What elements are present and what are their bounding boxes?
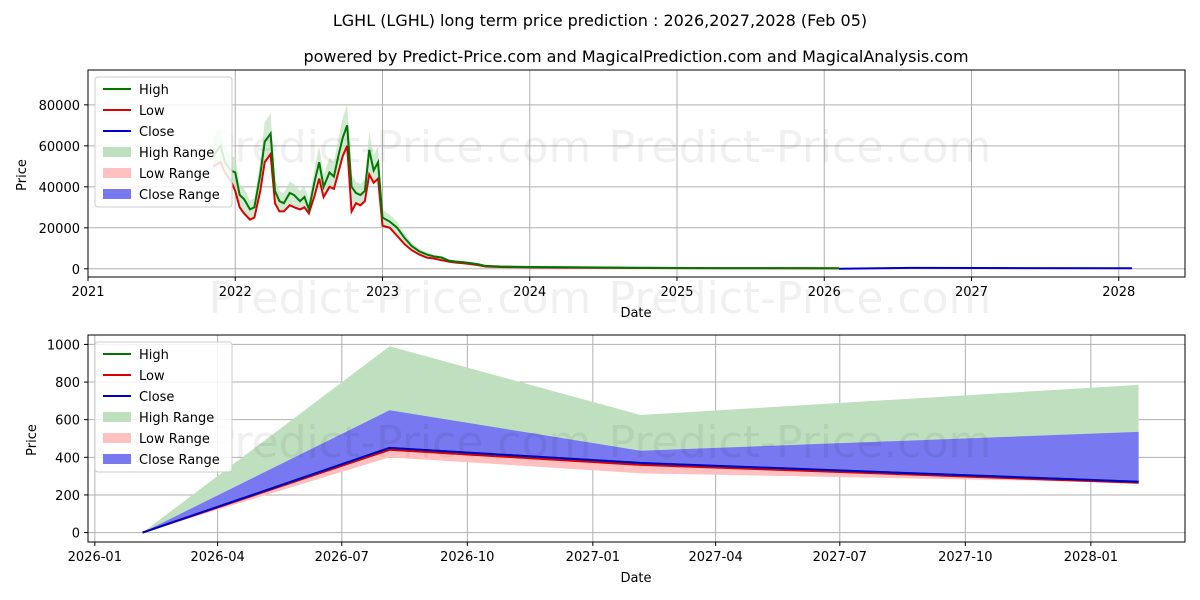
watermark: Predict-Price.com bbox=[609, 122, 992, 173]
watermark: Predict-Price.com bbox=[209, 122, 592, 173]
forecast-close-line bbox=[142, 446, 1139, 534]
legend-low-range-label: Low Range bbox=[139, 432, 210, 447]
history-ylabel: Price bbox=[15, 159, 30, 191]
history-x-tick-label: 2026 bbox=[808, 285, 841, 300]
forecast-close-range-area bbox=[142, 410, 1139, 533]
legend-high-range-swatch bbox=[103, 147, 131, 157]
forecast-panel: 2026-01 2026-04 2026-07 2026-10 2027-01 2027-… bbox=[25, 334, 1186, 586]
legend-close-label: Close bbox=[139, 125, 174, 140]
history-y-tick-label: 60000 bbox=[39, 140, 80, 155]
forecast-x-tick-label: 2026-10 bbox=[440, 550, 494, 565]
history-xlabel: Date bbox=[620, 306, 651, 321]
forecast-x-tick-label: 2027-07 bbox=[813, 550, 867, 565]
forecast-x-tick-label: 2028-01 bbox=[1064, 550, 1118, 565]
history-close-line bbox=[838, 266, 1132, 270]
legend-high-label: High bbox=[139, 83, 169, 98]
legend-low-range-swatch bbox=[103, 168, 131, 178]
forecast-y-tick-label: 1000 bbox=[47, 338, 80, 353]
forecast-x-tick-label: 2027-10 bbox=[938, 550, 992, 565]
history-y-tick-label: 0 bbox=[72, 263, 80, 278]
history-x-tick-label: 2028 bbox=[1102, 285, 1135, 300]
forecast-y-tick-label: 0 bbox=[72, 527, 80, 542]
history-y-tick-label: 40000 bbox=[39, 181, 80, 196]
forecast-x-tick-label: 2026-01 bbox=[68, 550, 122, 565]
chart-subtitle: powered by Predict-Price.com and Magical… bbox=[303, 47, 968, 66]
legend-close-range-swatch bbox=[103, 189, 131, 199]
forecast-xlabel: Date bbox=[620, 571, 651, 586]
forecast-high-range-area bbox=[142, 346, 1139, 533]
legend-close-label: Close bbox=[139, 390, 174, 405]
history-series bbox=[212, 103, 1132, 270]
forecast-x-tick-label: 2027-01 bbox=[566, 550, 620, 565]
watermark: Predict-Price.com bbox=[609, 273, 992, 324]
history-ticks: 2021 2022 2023 2024 2025 2026 2027 2028 0 20000 40… bbox=[39, 99, 1136, 300]
legend-high-range-label: High Range bbox=[139, 411, 214, 426]
watermark: Predict-Price.com bbox=[609, 417, 992, 468]
forecast-y-tick-label: 600 bbox=[55, 414, 80, 429]
history-x-tick-label: 2027 bbox=[955, 285, 988, 300]
watermark: Predict-Price.com bbox=[209, 273, 592, 324]
forecast-x-tick-label: 2026-07 bbox=[315, 550, 369, 565]
history-x-tick-label: 2025 bbox=[660, 285, 693, 300]
history-panel: 2021 2022 2023 2024 2025 2026 2027 2028 0 20000 40… bbox=[15, 69, 1186, 324]
legend-high-range-swatch bbox=[103, 412, 131, 422]
forecast-series bbox=[142, 346, 1139, 534]
history-x-tick-label: 2022 bbox=[219, 285, 252, 300]
legend-low-range-swatch bbox=[103, 433, 131, 443]
history-y-tick-label: 80000 bbox=[39, 99, 80, 114]
legend-low-range-label: Low Range bbox=[139, 167, 210, 182]
legend-low-label: Low bbox=[139, 104, 165, 119]
history-y-tick-label: 20000 bbox=[39, 222, 80, 237]
history-x-tick-label: 2021 bbox=[71, 285, 104, 300]
chart-title: LGHL (LGHL) long term price prediction :… bbox=[333, 11, 867, 30]
watermark: Predict-Price.com bbox=[209, 417, 592, 468]
legend-close-range-label: Close Range bbox=[139, 188, 220, 203]
forecast-ylabel: Price bbox=[25, 424, 40, 456]
history-plot-frame bbox=[87, 69, 1186, 278]
legend-high-label: High bbox=[139, 348, 169, 363]
legend-low-label: Low bbox=[139, 369, 165, 384]
forecast-plot-frame bbox=[87, 334, 1186, 543]
legend-high-range-label: High Range bbox=[139, 146, 214, 161]
history-high-range-area bbox=[213, 103, 839, 269]
forecast-y-tick-label: 800 bbox=[55, 376, 80, 391]
forecast-legend: High Low Close High Range Low Range Close Ran… bbox=[94, 341, 233, 473]
legend-close-range-swatch bbox=[103, 454, 131, 464]
forecast-x-tick-label: 2027-04 bbox=[688, 550, 742, 565]
forecast-ticks: 2026-01 2026-04 2026-07 2026-10 2027-01 2027-… bbox=[47, 338, 1118, 565]
history-x-tick-label: 2024 bbox=[513, 285, 546, 300]
forecast-y-tick-label: 200 bbox=[55, 489, 80, 504]
history-legend: High Low Close High Range Low Range Close Ran… bbox=[94, 76, 233, 208]
forecast-x-tick-label: 2026-04 bbox=[190, 550, 244, 565]
history-x-tick-label: 2023 bbox=[366, 285, 399, 300]
legend-close-range-label: Close Range bbox=[139, 453, 220, 468]
history-high-line bbox=[212, 124, 839, 270]
history-grid bbox=[87, 70, 1185, 277]
forecast-y-tick-label: 400 bbox=[55, 451, 80, 466]
